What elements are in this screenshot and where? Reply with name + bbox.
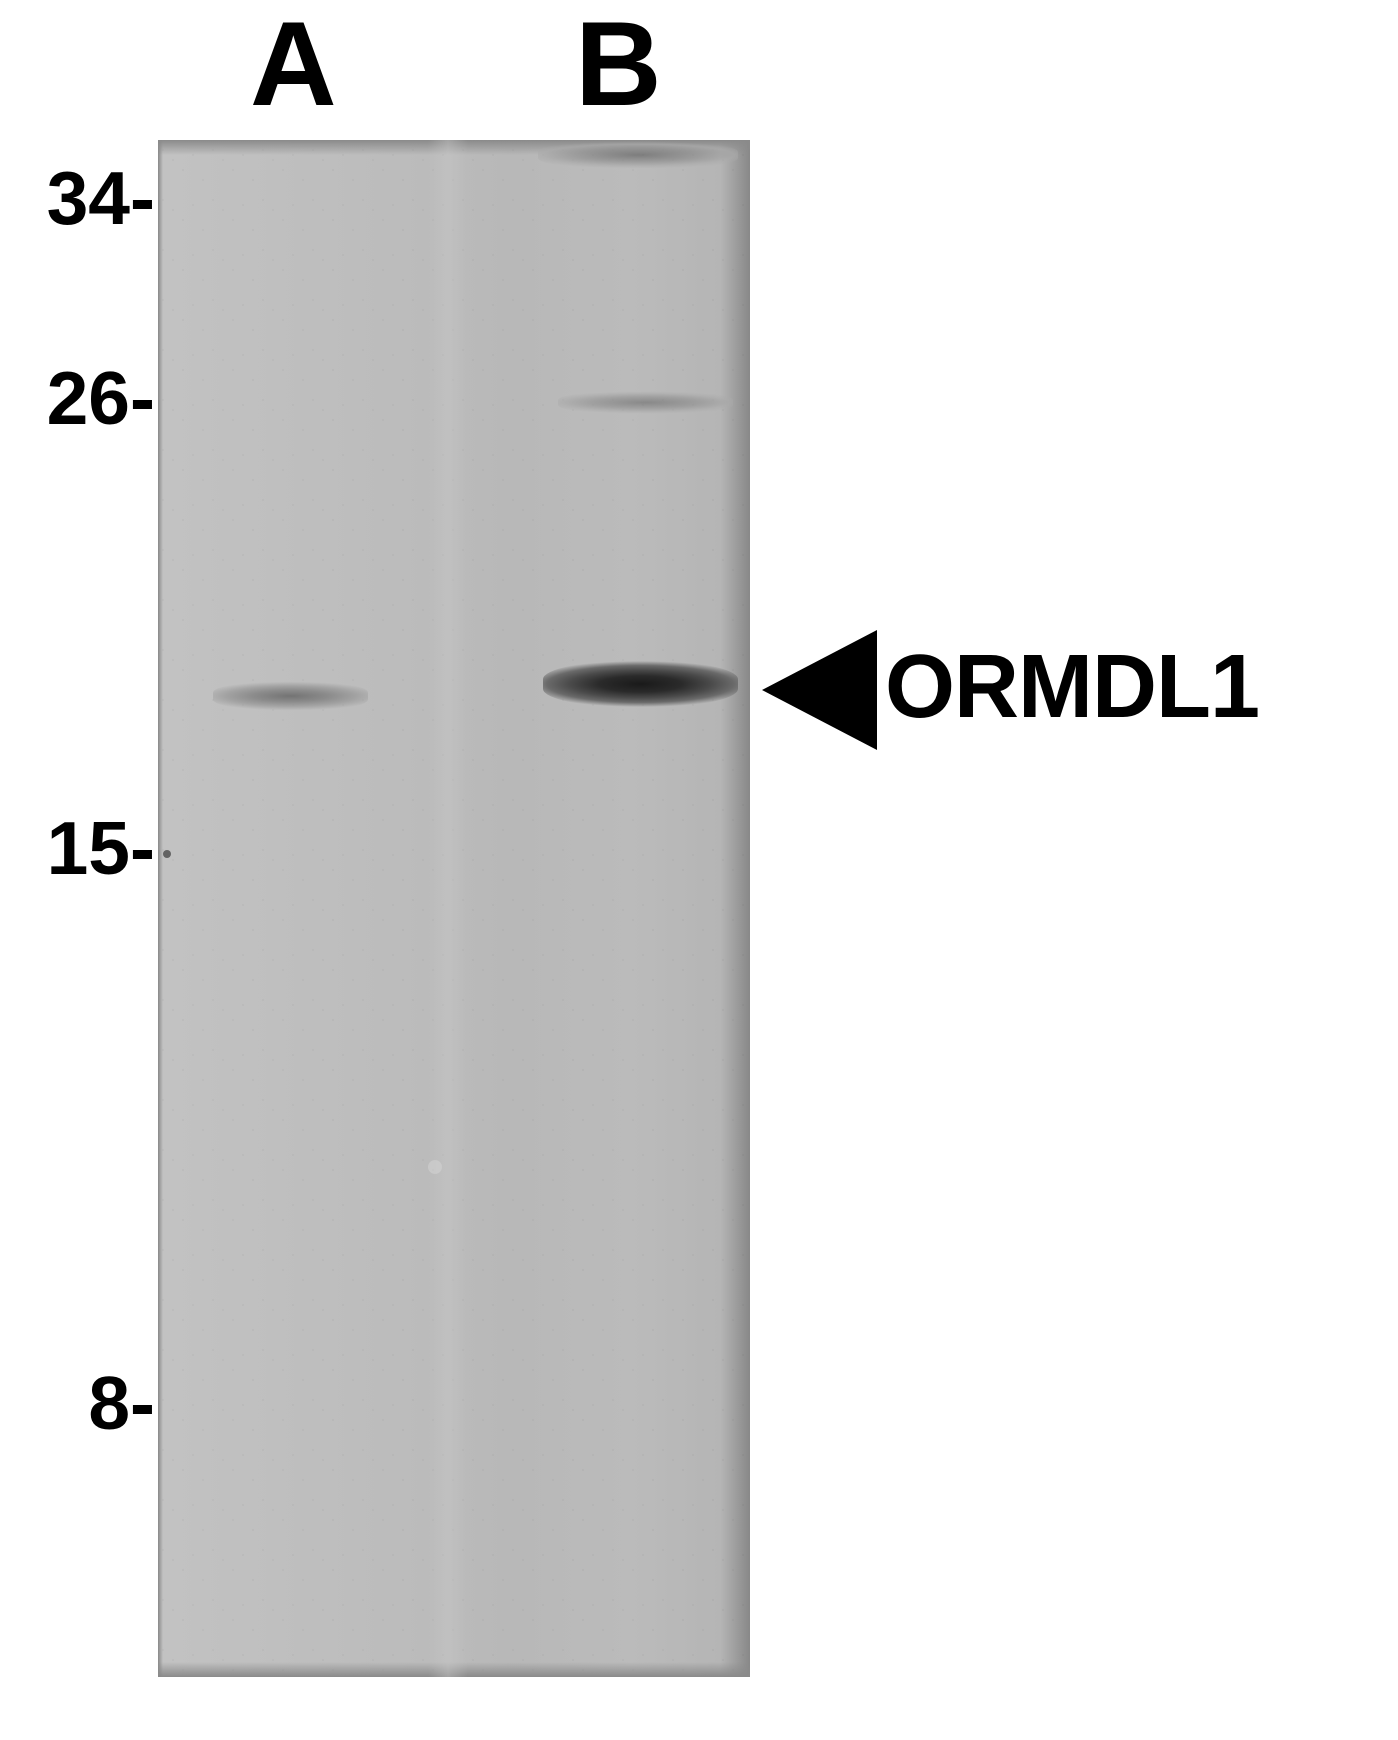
membrane-streak-1 <box>428 140 468 1677</box>
lane-label-b: B <box>575 0 662 133</box>
marker-26: 26- <box>5 355 155 441</box>
membrane-speck-2 <box>428 1160 442 1174</box>
lane-label-a: A <box>250 0 337 133</box>
membrane-speck-1 <box>163 850 171 858</box>
western-blot-figure: A B 34- 26- 15- 8- ORMDL1 <box>0 0 1398 1740</box>
blot-membrane <box>158 140 750 1677</box>
protein-label-ormdl1: ORMDL1 <box>885 636 1259 739</box>
band-lane-b-ormdl1 <box>543 660 738 708</box>
marker-8: 8- <box>40 1360 155 1446</box>
band-lane-a-ormdl1 <box>213 680 368 712</box>
band-lane-b-top <box>538 140 738 170</box>
band-lane-b-26 <box>558 390 733 415</box>
marker-15: 15- <box>5 805 155 891</box>
marker-34: 34- <box>5 155 155 241</box>
ormdl1-arrow-icon <box>762 630 877 750</box>
